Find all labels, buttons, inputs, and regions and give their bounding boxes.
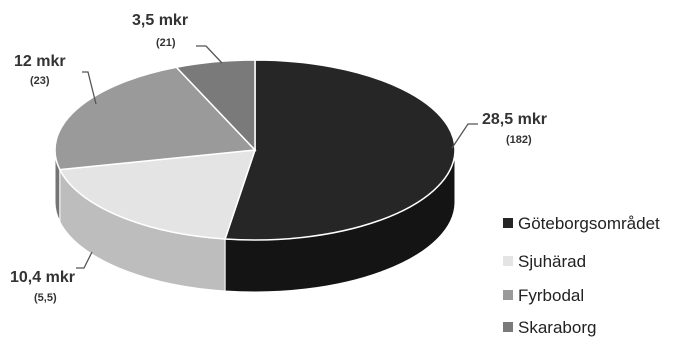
- leader-line-goteborg: [451, 123, 478, 149]
- legend-swatch-fyrbodal: [503, 290, 513, 300]
- slice-labels: 28,5 mkr (182) 10,4 mkr (5,5) 12 mkr (23…: [10, 12, 547, 304]
- slice-sublabel-goteborg: (182): [506, 134, 532, 146]
- legend-label-goteborg: Göteborgsområdet: [518, 214, 660, 233]
- legend-swatch-goteborg: [503, 218, 513, 228]
- slice-label-sjuharad: 10,4 mkr: [10, 269, 75, 286]
- legend-label-fyrbodal: Fyrbodal: [518, 286, 584, 305]
- slice-sublabel-fyrbodal: (23): [30, 75, 50, 87]
- legend: Göteborgsområdet Sjuhärad Fyrbodal Skara…: [503, 214, 660, 337]
- legend-label-sjuharad: Sjuhärad: [518, 252, 586, 271]
- leader-line-skaraborg: [196, 45, 223, 64]
- legend-swatch-sjuharad: [503, 256, 513, 266]
- pie-tops: [54, 59, 456, 241]
- slice-sublabel-sjuharad: (5,5): [34, 292, 57, 304]
- leader-line-fyrbodal: [82, 71, 97, 105]
- legend-label-skaraborg: Skaraborg: [518, 318, 596, 337]
- slice-label-skaraborg: 3,5 mkr: [132, 12, 188, 29]
- pie-slice-goteborg: [224, 59, 456, 241]
- pie-slice-fyrbodal: [54, 66, 257, 171]
- pie-slice-skaraborg: [174, 59, 256, 152]
- slice-sublabel-skaraborg: (21): [156, 37, 176, 49]
- slice-label-fyrbodal: 12 mkr: [14, 53, 66, 70]
- pie-slice-sjuharad: [58, 149, 257, 240]
- legend-swatch-skaraborg: [503, 322, 513, 332]
- leader-line-sjuharad: [76, 251, 93, 269]
- slice-label-goteborg: 28,5 mkr: [482, 111, 547, 128]
- leader-lines: [76, 45, 478, 269]
